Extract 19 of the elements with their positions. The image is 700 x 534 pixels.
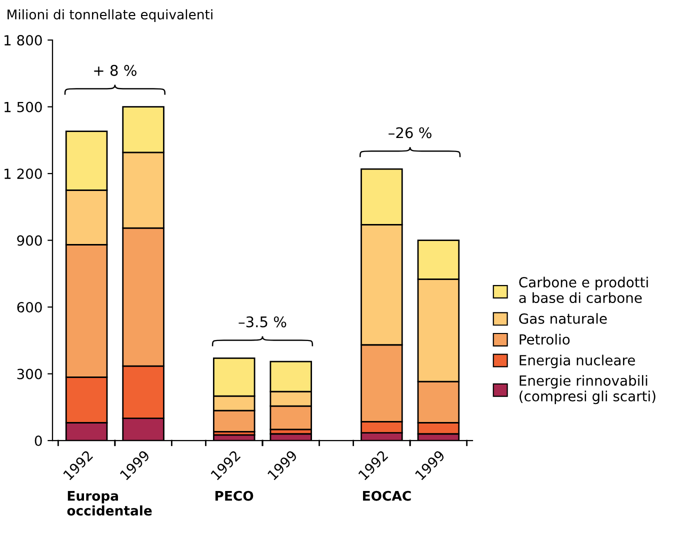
y-tick-label: 0 xyxy=(34,436,42,446)
y-axis-title: Milioni di tonnellate equivalenti xyxy=(8,9,212,22)
annotation: –26 % xyxy=(388,127,432,138)
y-tick-label: 1 200 xyxy=(4,168,42,180)
y-tick-label: 1 500 xyxy=(4,102,42,112)
legend-label: Carbone e prodotti a base di carbone xyxy=(519,276,648,304)
text: Europa occidentale xyxy=(67,491,152,516)
text: EOCAC xyxy=(363,490,411,501)
y-tick-label: 600 xyxy=(17,302,42,313)
text: PECO xyxy=(215,490,254,501)
y-tick-label: 300 xyxy=(17,368,42,380)
annotation: –3.5 % xyxy=(238,316,286,328)
legend-label: Energie rinnovabili (compresi gli scarti) xyxy=(520,375,656,404)
y-tick-label: 1 800 xyxy=(4,35,42,46)
annotation: + 8 % xyxy=(94,64,136,76)
y-tick-label: 900 xyxy=(17,235,42,246)
legend-label: Energia nucleare xyxy=(520,354,635,368)
legend-label: Petrolio xyxy=(520,334,570,345)
legend-label: Gas naturale xyxy=(519,313,607,324)
